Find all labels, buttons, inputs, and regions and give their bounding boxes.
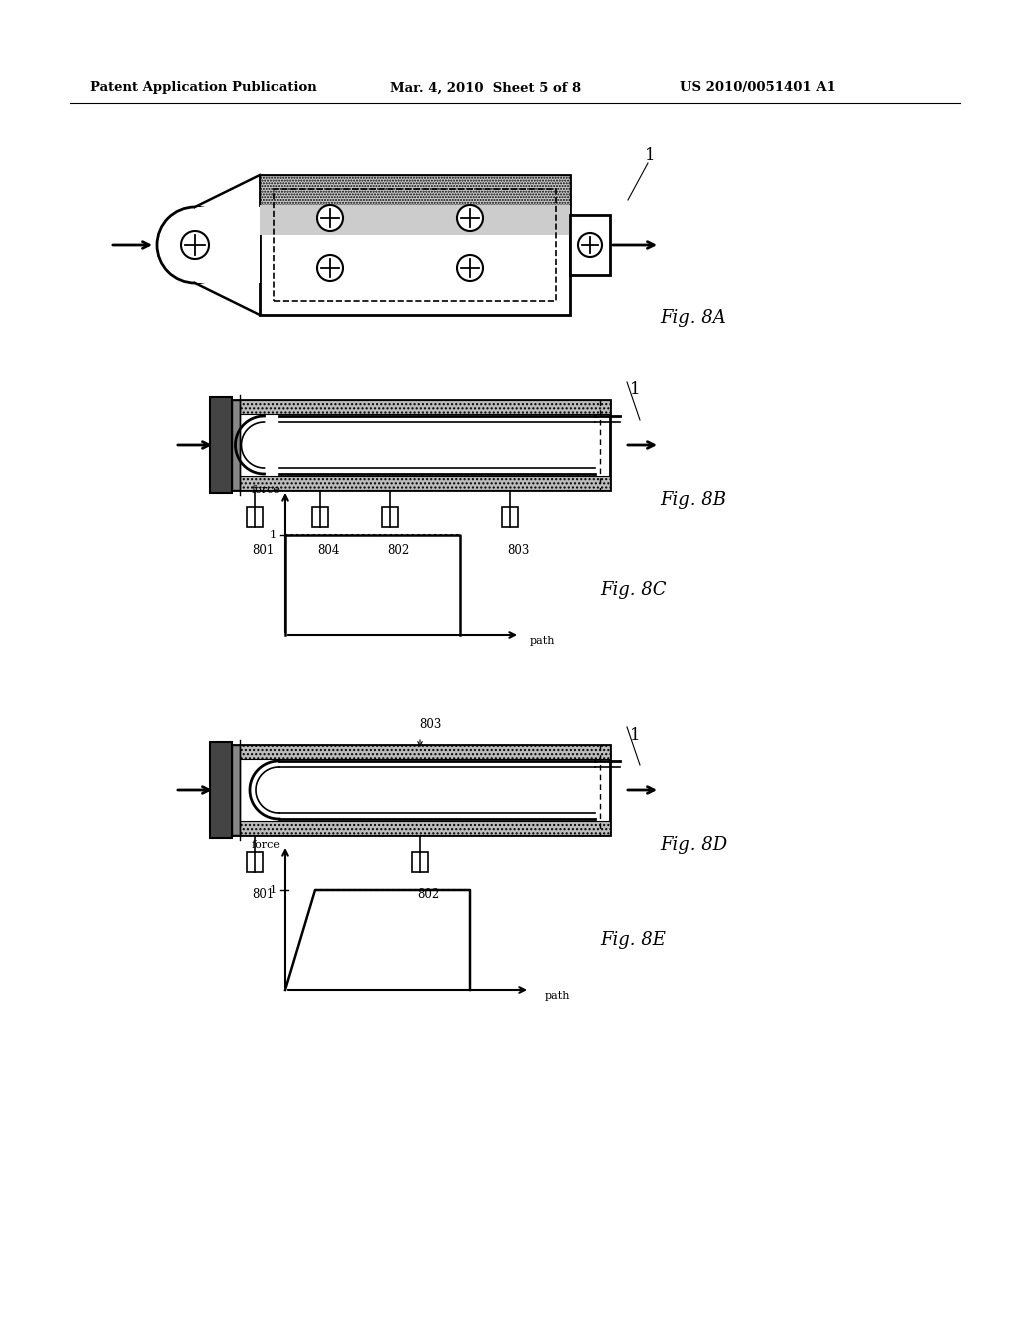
Bar [412,851,428,873]
Text: force: force [251,840,280,850]
Text: path: path [530,636,555,645]
Bar [247,851,263,873]
Bar [232,400,240,490]
Text: 801: 801 [252,544,274,557]
Bar [260,176,570,205]
Text: 803: 803 [507,544,529,557]
Text: 1: 1 [270,884,278,895]
Bar [247,507,263,527]
Bar [232,744,610,759]
Text: Mar. 4, 2010  Sheet 5 of 8: Mar. 4, 2010 Sheet 5 of 8 [390,82,582,95]
Bar [260,176,570,315]
Bar [210,742,232,838]
Bar [232,744,240,836]
Bar [570,215,610,275]
Text: 1: 1 [645,147,655,164]
Circle shape [317,205,343,231]
Text: Patent Application Publication: Patent Application Publication [90,82,316,95]
Bar [502,507,518,527]
Text: 801: 801 [252,888,274,902]
Text: US 2010/0051401 A1: US 2010/0051401 A1 [680,82,836,95]
Text: Fig. 8B: Fig. 8B [660,491,726,510]
Circle shape [157,207,233,282]
Bar [312,507,328,527]
Circle shape [181,231,209,259]
Text: Fig. 8E: Fig. 8E [600,931,666,949]
Text: 1: 1 [630,726,640,743]
Text: path: path [545,991,570,1001]
Circle shape [578,234,602,257]
Text: 802: 802 [417,888,439,902]
Text: Fig. 8D: Fig. 8D [660,836,727,854]
Bar [210,400,610,490]
Text: 1: 1 [630,381,640,399]
Bar [232,477,610,490]
Bar [274,189,556,301]
Text: 804: 804 [317,544,339,557]
Bar [210,744,610,836]
Text: Fig. 8A: Fig. 8A [660,309,726,327]
Bar [195,207,260,282]
Bar [232,821,610,836]
Circle shape [457,255,483,281]
Text: force: force [251,484,280,495]
Bar [260,205,570,235]
Text: 803: 803 [419,718,441,731]
Text: 1: 1 [270,531,278,540]
Bar [382,507,398,527]
Text: 802: 802 [387,544,410,557]
Text: Fig. 8C: Fig. 8C [600,581,667,599]
Bar [232,400,610,414]
Bar [210,397,232,492]
Circle shape [457,205,483,231]
Circle shape [317,255,343,281]
